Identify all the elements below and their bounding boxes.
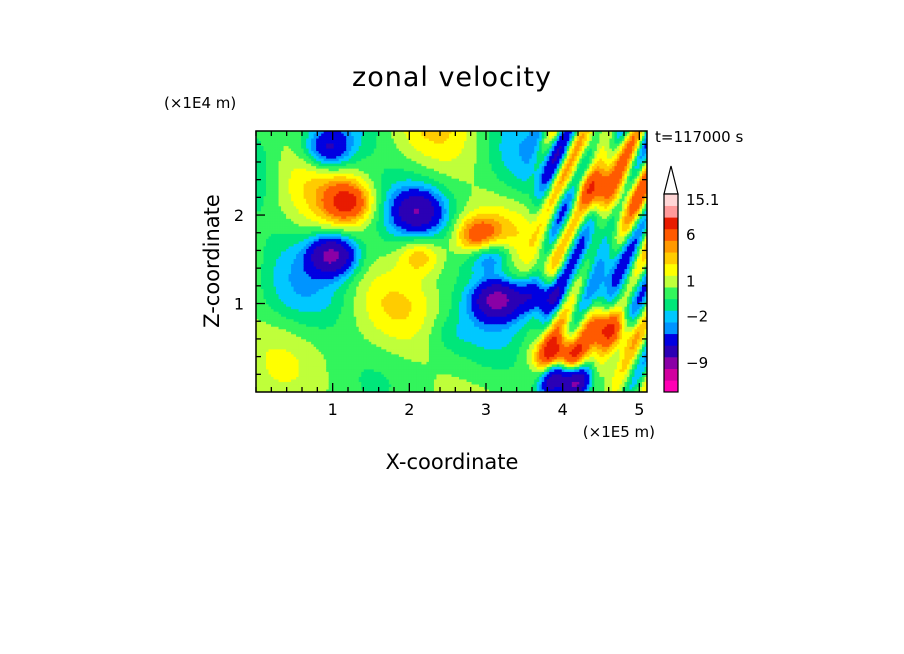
colorbar-segment (664, 380, 678, 393)
colorbar-segment (664, 217, 678, 230)
y-tick-label: 2 (234, 206, 244, 225)
colorbar-segment (664, 228, 678, 241)
colorbar-label: 6 (686, 226, 696, 244)
contour-field (256, 131, 647, 392)
time-label: t=117000 s (655, 128, 743, 146)
colorbar-segment (664, 322, 678, 335)
colorbar-overflow-arrow (663, 165, 679, 195)
colorbar-label: 1 (686, 272, 696, 290)
colorbar-segment (664, 194, 678, 206)
colorbar-segment (664, 205, 678, 218)
colorbar-segment (664, 287, 678, 300)
x-tick-label: 4 (558, 400, 568, 419)
y-tick-label: 1 (234, 295, 244, 314)
colorbar-segment (664, 252, 678, 265)
x-tick-label: 1 (328, 400, 338, 419)
colorbar-segment (664, 333, 678, 346)
chart-title: zonal velocity (352, 62, 552, 93)
colorbar-segment (664, 298, 678, 311)
colorbar-frame (663, 193, 679, 393)
x-tick-label: 2 (404, 400, 414, 419)
x-tick-label: 3 (481, 400, 491, 419)
colorbar-segment (664, 310, 678, 323)
colorbar-segment (664, 240, 678, 253)
y-axis-label: Z-coordinate (200, 194, 224, 328)
plot-frame (255, 130, 648, 393)
colorbar-segment (664, 263, 678, 276)
colorbar-segment (664, 368, 678, 381)
x-axis-label: X-coordinate (386, 450, 519, 474)
colorbar-label: −9 (686, 354, 708, 372)
x-tick-label: 5 (634, 400, 644, 419)
x-axis: 1 2 3 4 5 (255, 131, 644, 419)
y-unit-label: (×1E4 m) (164, 94, 236, 112)
x-unit-label: (×1E5 m) (583, 423, 655, 441)
y-axis: 12 (234, 143, 647, 375)
colorbar-label: −2 (686, 307, 708, 325)
colorbar-segment (664, 275, 678, 288)
colorbar-label: 15.1 (686, 191, 719, 209)
colorbar-segment (664, 357, 678, 370)
colorbar: 15.1 6 1 −2 −9 (663, 165, 719, 393)
colorbar-segment (664, 345, 678, 358)
